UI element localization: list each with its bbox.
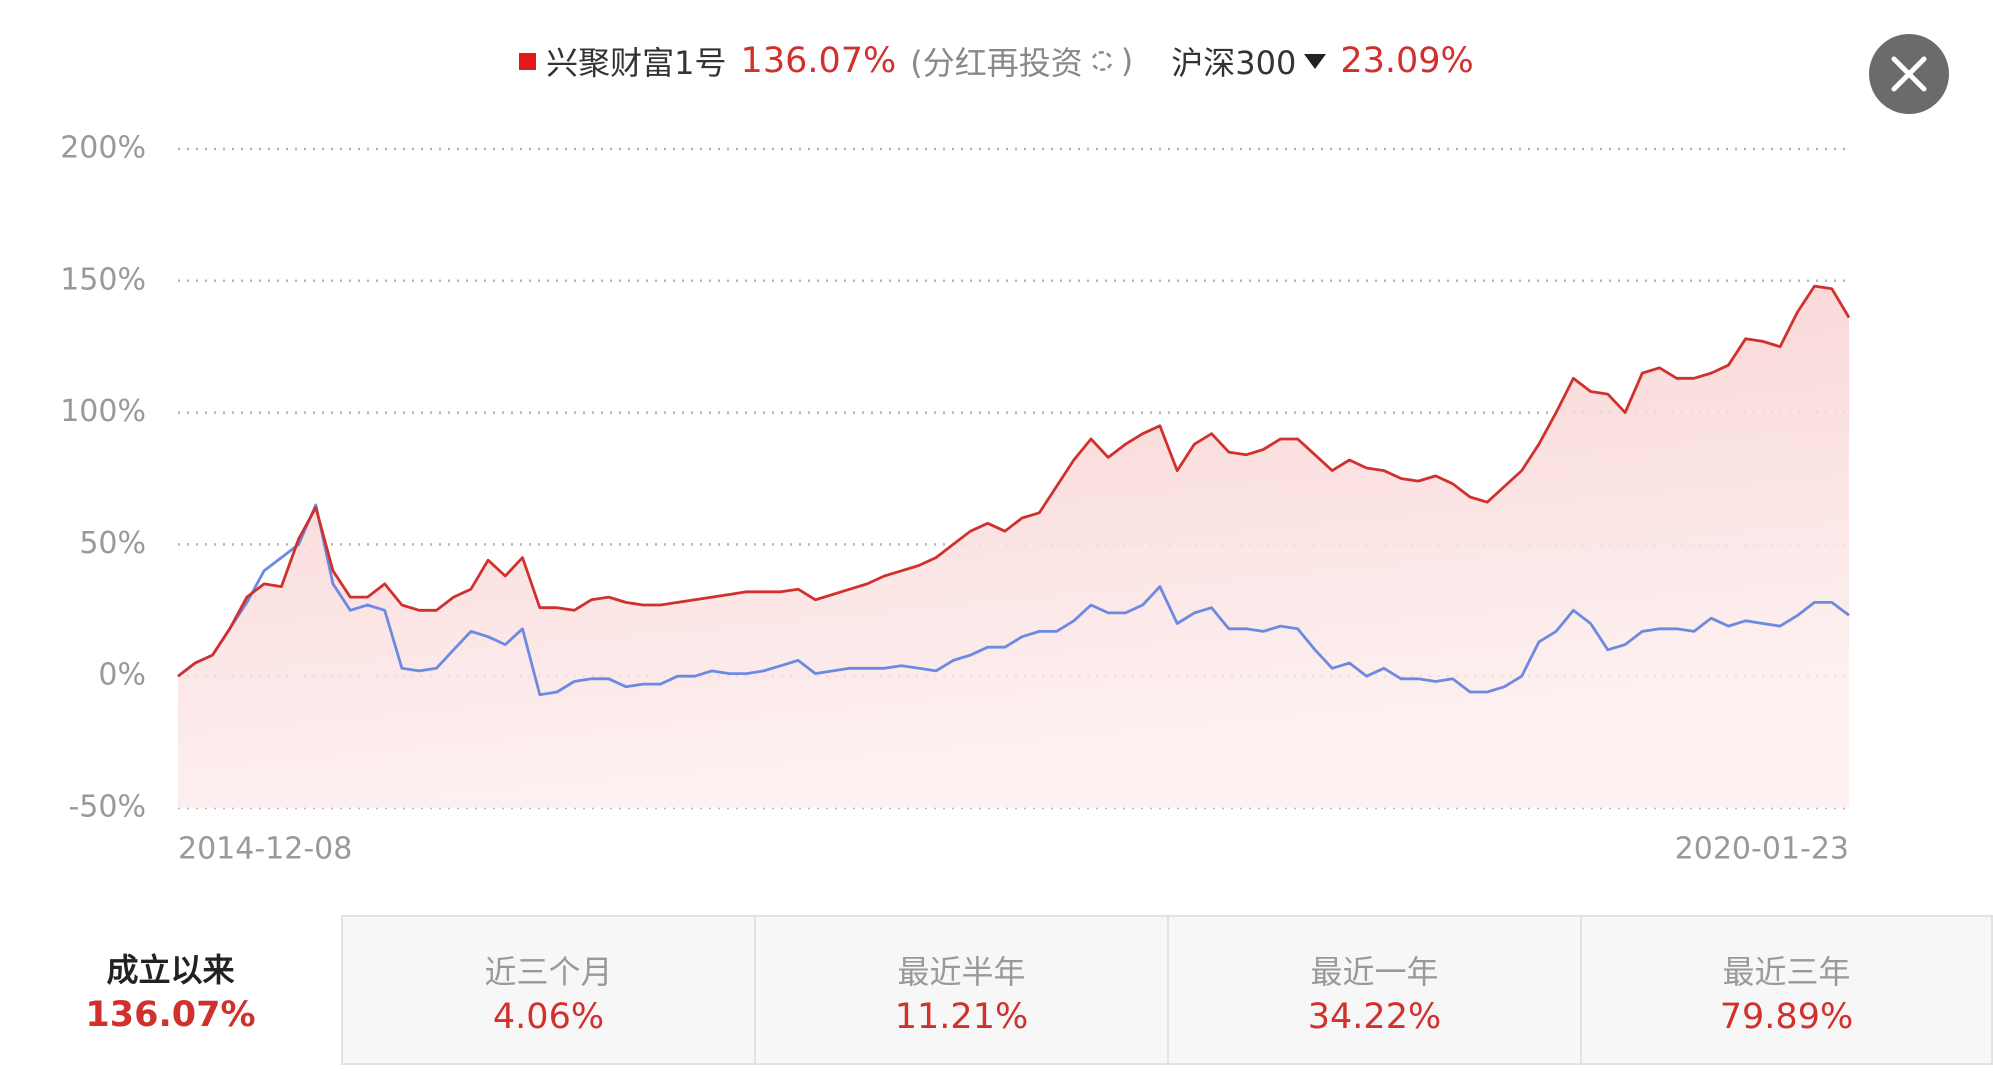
series-line	[177, 503, 1850, 697]
period-label: 近三个月	[484, 953, 613, 991]
period-return: 34.22%	[1307, 997, 1442, 1037]
legend-return: 23.09%	[1340, 41, 1474, 81]
legend-return: 136.07%	[740, 41, 897, 81]
y-tick-label: 50%	[79, 526, 146, 561]
period-return: 136.07%	[85, 995, 256, 1035]
area-fill	[178, 286, 1849, 809]
period-tabs: 成立以来 136.07% 近三个月 4.06% 最近半年 11.21% 最近一年 34.22%…	[0, 915, 1993, 1065]
period-label: 最近半年	[897, 953, 1026, 991]
chart: -50% 0% 50% 100% 150% 200% 2014-12-08 2020-01-2…	[60, 131, 1851, 867]
y-tick-label: 150%	[60, 262, 146, 297]
x-tick-label: 2014-12-08	[178, 832, 352, 867]
dividend-note: (分红再投资	[910, 44, 1083, 82]
period-return: 79.89%	[1719, 997, 1854, 1037]
period-return: 11.21%	[894, 997, 1029, 1037]
refresh-icon[interactable]	[1087, 46, 1117, 76]
period-return: 4.06%	[492, 997, 605, 1037]
period-tab[interactable]: 最近三年 79.89%	[1580, 915, 1993, 1065]
legend-name[interactable]: 沪深300	[1171, 44, 1297, 82]
period-tab[interactable]: 近三个月 4.06%	[341, 915, 756, 1065]
legend-name: 兴聚财富1号	[546, 44, 727, 82]
y-tick-label: -50%	[68, 790, 146, 825]
y-tick-label: 0%	[98, 658, 146, 693]
dividend-note-close: )	[1120, 42, 1134, 80]
period-label: 最近三年	[1722, 953, 1851, 991]
x-tick-label: 2020-01-23	[1675, 832, 1849, 867]
close-button[interactable]	[1868, 33, 1950, 115]
period-label: 成立以来	[106, 951, 235, 989]
period-tab[interactable]: 成立以来 136.07%	[0, 915, 341, 1065]
period-tab[interactable]: 最近一年 34.22%	[1167, 915, 1582, 1065]
series-line	[177, 284, 1851, 678]
legend-swatch	[519, 52, 537, 70]
period-tab[interactable]: 最近半年 11.21%	[754, 915, 1169, 1065]
legend: 兴聚财富1号 136.07% (分红再投资 ) 沪深300 23.09%	[0, 38, 1993, 84]
period-label: 最近一年	[1310, 953, 1439, 991]
dropdown-arrow[interactable]	[1304, 53, 1327, 69]
y-tick-label: 100%	[60, 394, 146, 429]
y-tick-label: 200%	[60, 131, 146, 166]
